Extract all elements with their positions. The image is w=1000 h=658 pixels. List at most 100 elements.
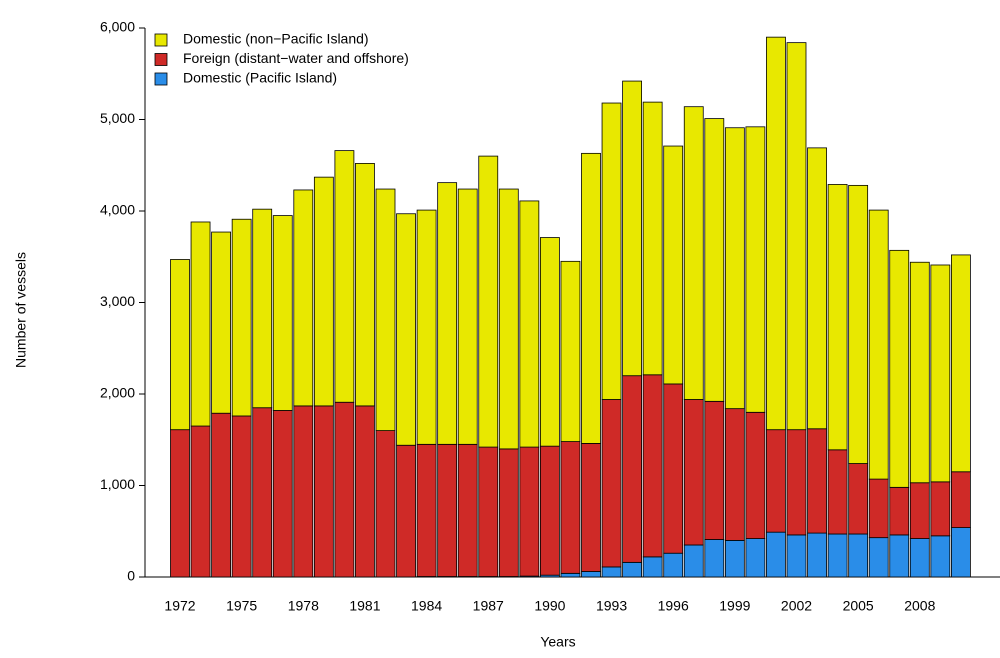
bar-segment xyxy=(540,446,559,575)
bar-segment xyxy=(725,128,744,409)
bar-segment xyxy=(869,479,888,538)
bar-segment xyxy=(787,430,806,535)
bar-segment xyxy=(273,216,292,411)
bar-segment xyxy=(849,464,868,534)
bar-segment xyxy=(212,413,231,577)
x-tick-label: 1978 xyxy=(288,598,319,614)
y-tick-label: 0 xyxy=(127,568,135,584)
bar-segment xyxy=(705,119,724,402)
bar-segment xyxy=(397,214,416,445)
bar-segment xyxy=(294,190,313,406)
x-tick-label: 1972 xyxy=(164,598,195,614)
bar-segment xyxy=(808,533,827,577)
bar-segment xyxy=(314,177,333,406)
bar-segment xyxy=(458,189,477,444)
bar-segment xyxy=(787,535,806,577)
bar-segment xyxy=(931,536,950,577)
legend-swatch xyxy=(155,54,167,66)
y-tick-label: 4,000 xyxy=(100,202,135,218)
bar-segment xyxy=(253,408,272,577)
bar-segment xyxy=(582,572,601,577)
bar-segment xyxy=(643,557,662,577)
bar-segment xyxy=(561,442,580,574)
x-tick-label: 2008 xyxy=(904,598,935,614)
bar-segment xyxy=(520,201,539,447)
x-tick-label: 1999 xyxy=(719,598,750,614)
bar-segment xyxy=(910,262,929,483)
legend-swatch xyxy=(155,73,167,85)
x-tick-label: 1996 xyxy=(658,598,689,614)
bar-segment xyxy=(314,406,333,577)
bar-segment xyxy=(376,189,395,431)
bar-segment xyxy=(828,534,847,577)
x-tick-label: 1975 xyxy=(226,598,257,614)
bar-segment xyxy=(294,406,313,577)
bar-segment xyxy=(212,232,231,413)
bar-segment xyxy=(643,102,662,375)
bar-segment xyxy=(582,153,601,443)
bar-segment xyxy=(458,444,477,576)
bar-segment xyxy=(499,189,518,449)
bar-segment xyxy=(438,183,457,445)
bar-segment xyxy=(766,430,785,532)
bar-segment xyxy=(684,399,703,544)
bar-segment xyxy=(623,376,642,563)
y-tick-label: 6,000 xyxy=(100,19,135,35)
bar-segment xyxy=(808,429,827,533)
bar-segment xyxy=(787,43,806,430)
bar-segment xyxy=(499,449,518,577)
bar-segment xyxy=(540,238,559,447)
bar-segment xyxy=(746,127,765,412)
bar-segment xyxy=(828,450,847,534)
x-tick-label: 1993 xyxy=(596,598,627,614)
bar-segment xyxy=(890,535,909,577)
legend-label: Foreign (distant−water and offshore) xyxy=(183,50,409,66)
bar-segment xyxy=(931,265,950,482)
y-tick-label: 3,000 xyxy=(100,293,135,309)
bar-segment xyxy=(705,401,724,539)
bar-segment xyxy=(890,487,909,535)
bar-segment xyxy=(910,539,929,577)
bar-segment xyxy=(561,573,580,577)
bar-segment xyxy=(191,222,210,426)
legend-label: Domestic (Pacific Island) xyxy=(183,70,337,86)
y-tick-label: 2,000 xyxy=(100,385,135,401)
bar-segment xyxy=(643,375,662,557)
bar-segment xyxy=(520,447,539,576)
bar-segment xyxy=(561,261,580,441)
bar-segment xyxy=(951,528,970,577)
bar-segment xyxy=(746,412,765,538)
bar-segment xyxy=(273,410,292,577)
x-tick-label: 2002 xyxy=(781,598,812,614)
bar-segment xyxy=(951,255,970,472)
bar-segment xyxy=(951,472,970,528)
y-axis-title: Number of vessels xyxy=(13,252,29,368)
bar-segment xyxy=(417,210,436,444)
bar-segment xyxy=(910,483,929,539)
bar-segment xyxy=(705,539,724,577)
bar-segment xyxy=(725,540,744,577)
bar-segment xyxy=(664,146,683,384)
bar-segment xyxy=(766,532,785,577)
x-tick-label: 1984 xyxy=(411,598,442,614)
bar-segment xyxy=(664,553,683,577)
bar-segment xyxy=(355,406,374,577)
bar-segment xyxy=(582,443,601,571)
bar-segment xyxy=(602,103,621,399)
bar-segment xyxy=(253,209,272,408)
bar-segment xyxy=(869,538,888,577)
bar-segment xyxy=(746,539,765,577)
bar-segment xyxy=(397,445,416,577)
bar-segment xyxy=(171,259,190,429)
bar-segment xyxy=(602,399,621,566)
x-tick-label: 1987 xyxy=(473,598,504,614)
bar-segment xyxy=(171,430,190,577)
bar-segment xyxy=(232,219,251,416)
bar-segment xyxy=(849,185,868,463)
bar-segment xyxy=(684,107,703,400)
bar-segment xyxy=(808,148,827,429)
bar-segment xyxy=(376,431,395,577)
bar-segment xyxy=(232,416,251,577)
y-tick-label: 5,000 xyxy=(100,110,135,126)
